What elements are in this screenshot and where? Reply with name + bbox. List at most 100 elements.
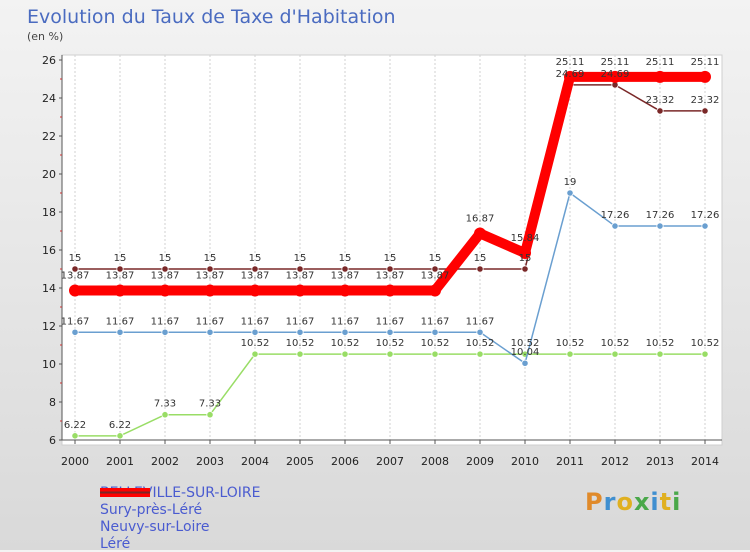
data-label-sury-2008: 11.67: [421, 316, 450, 327]
y-tick-label-26: 26: [42, 54, 56, 67]
y-tick-label-18: 18: [42, 206, 56, 219]
point-lere-2000: [71, 265, 79, 273]
point-lere-2013: [656, 107, 664, 115]
chart-title: Evolution du Taux de Taxe d'Habitation: [27, 6, 396, 28]
point-lere-2014: [701, 107, 709, 115]
point-neuvy-2007: [386, 350, 394, 358]
x-tick-label-2014: 2014: [691, 455, 719, 468]
y-tick-label-10: 10: [42, 358, 56, 371]
point-sury-2005: [296, 328, 304, 336]
point-lere-2005: [296, 265, 304, 273]
data-label-neuvy-2012: 10.52: [601, 338, 630, 349]
data-label-belleville-2010: 15.84: [511, 233, 540, 244]
y-tick-label-22: 22: [42, 130, 56, 143]
data-label-sury-2014: 17.26: [691, 210, 720, 221]
point-sury-2002: [161, 328, 169, 336]
point-sury-2010: [521, 359, 529, 367]
point-neuvy-2009: [476, 350, 484, 358]
data-label-lere-2011: 24.69: [556, 69, 585, 80]
data-label-lere-2013: 23.32: [646, 95, 675, 106]
data-label-neuvy-2008: 10.52: [421, 338, 450, 349]
data-label-lere-2000: 15: [69, 253, 82, 264]
point-neuvy-2012: [611, 350, 619, 358]
x-tick-label-2010: 2010: [511, 455, 539, 468]
x-tick-label-2003: 2003: [196, 455, 224, 468]
data-label-sury-2007: 11.67: [376, 316, 405, 327]
data-label-belleville-2008: 13.87: [421, 270, 450, 281]
data-label-sury-2006: 11.67: [331, 316, 360, 327]
data-label-belleville-2000: 13.87: [61, 270, 90, 281]
x-tick-label-2002: 2002: [151, 455, 179, 468]
point-neuvy-2004: [251, 350, 259, 358]
data-label-sury-2003: 11.67: [196, 316, 225, 327]
chart-subtitle: (en %): [27, 30, 64, 43]
x-tick-label-2001: 2001: [106, 455, 134, 468]
point-lere-2001: [116, 265, 124, 273]
data-label-belleville-2003: 13.87: [196, 270, 225, 281]
y-tick-label-12: 12: [42, 320, 56, 333]
data-label-neuvy-2006: 10.52: [331, 338, 360, 349]
data-label-sury-2005: 11.67: [286, 316, 315, 327]
data-label-belleville-2006: 13.87: [331, 270, 360, 281]
point-neuvy-2006: [341, 350, 349, 358]
data-label-lere-2008: 15: [429, 253, 442, 264]
data-label-neuvy-2011: 10.52: [556, 338, 585, 349]
data-label-sury-2012: 17.26: [601, 210, 630, 221]
point-belleville-2011: [564, 70, 576, 83]
point-sury-2013: [656, 222, 664, 230]
point-belleville-2014: [699, 70, 711, 83]
point-lere-2008: [431, 265, 439, 273]
point-sury-2014: [701, 222, 709, 230]
point-neuvy-2014: [701, 350, 709, 358]
data-label-sury-2009: 11.67: [466, 316, 495, 327]
point-belleville-2009: [474, 227, 486, 240]
data-label-sury-2000: 11.67: [61, 316, 90, 327]
legend-item-sury: Sury-près-Léré: [100, 491, 260, 518]
point-neuvy-2003: [206, 411, 214, 419]
data-label-lere-2012: 24.69: [601, 69, 630, 80]
legend-item-neuvy: Neuvy-sur-Loire: [100, 491, 260, 535]
point-sury-2006: [341, 328, 349, 336]
data-label-sury-2001: 11.67: [106, 316, 135, 327]
data-label-lere-2007: 15: [384, 253, 397, 264]
data-label-lere-2004: 15: [249, 253, 262, 264]
point-belleville-2006: [339, 284, 351, 297]
x-tick-label-2012: 2012: [601, 455, 629, 468]
point-belleville-2010: [519, 247, 531, 260]
data-label-lere-2005: 15: [294, 253, 307, 264]
point-lere-2009: [476, 265, 484, 273]
point-sury-2004: [251, 328, 259, 336]
data-label-belleville-2013: 25.11: [646, 57, 675, 68]
legend-item-lere: Léré: [100, 491, 260, 552]
data-label-neuvy-2005: 10.52: [286, 338, 315, 349]
data-label-lere-2009: 15: [474, 253, 487, 264]
data-label-lere-2003: 15: [204, 253, 217, 264]
x-tick-label-2008: 2008: [421, 455, 449, 468]
point-belleville-2000: [69, 284, 81, 297]
x-tick-label-2000: 2000: [61, 455, 89, 468]
legend-swatch-lere: [100, 491, 150, 494]
data-label-belleville-2012: 25.11: [601, 57, 630, 68]
point-sury-2003: [206, 328, 214, 336]
point-sury-2012: [611, 222, 619, 230]
y-tick-label-6: 6: [49, 434, 56, 447]
data-label-neuvy-2014: 10.52: [691, 338, 720, 349]
x-tick-label-2007: 2007: [376, 455, 404, 468]
data-label-neuvy-2007: 10.52: [376, 338, 405, 349]
data-label-belleville-2011: 25.11: [556, 57, 585, 68]
data-label-lere-2001: 15: [114, 253, 127, 264]
x-tick-label-2004: 2004: [241, 455, 269, 468]
point-belleville-2004: [249, 284, 261, 297]
point-neuvy-2000: [71, 432, 79, 440]
legend-label-sury: Sury-près-Léré: [100, 501, 203, 518]
point-belleville-2005: [294, 284, 306, 297]
point-sury-2007: [386, 328, 394, 336]
point-lere-2010: [521, 265, 529, 273]
data-label-belleville-2001: 13.87: [106, 270, 135, 281]
data-label-sury-2004: 11.67: [241, 316, 270, 327]
plot-area: [61, 54, 723, 446]
point-neuvy-2001: [116, 432, 124, 440]
x-tick-label-2009: 2009: [466, 455, 494, 468]
